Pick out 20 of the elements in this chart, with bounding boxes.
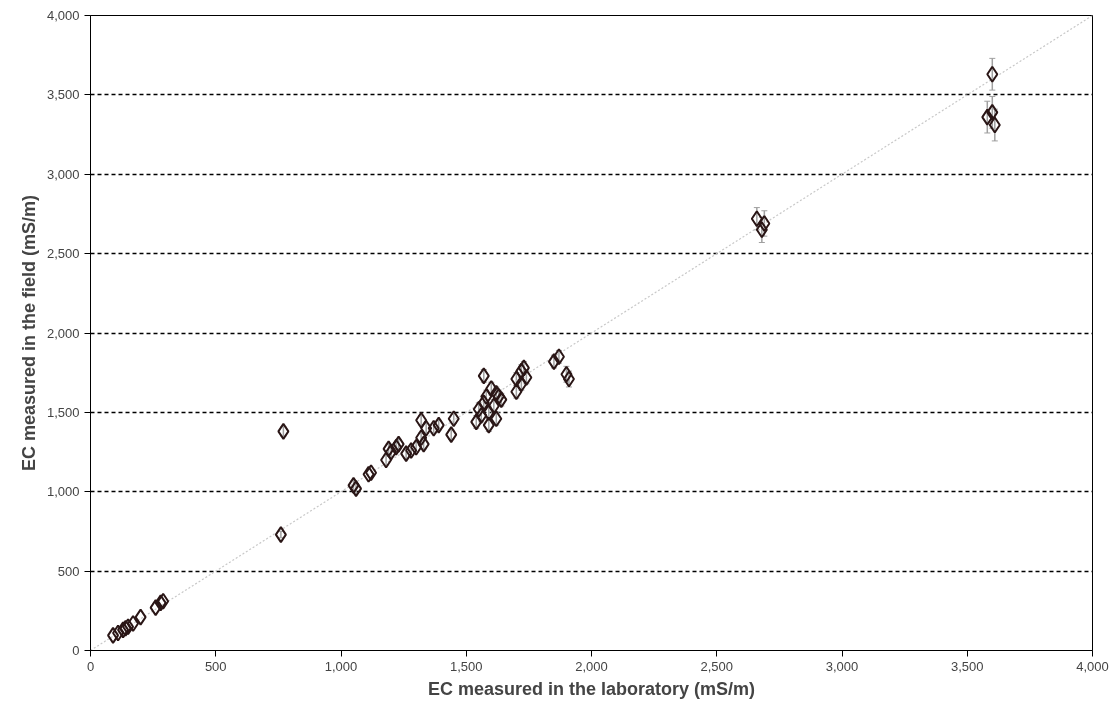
x-tick-label: 0 <box>86 658 95 674</box>
y-tick-label: 0 <box>72 643 80 658</box>
x-tick-label: 1,000 <box>324 658 358 674</box>
y-tick-label: 4,000 <box>46 8 80 23</box>
y-tick-label: 1,000 <box>46 484 80 500</box>
y-tick-label: 1,500 <box>46 404 80 420</box>
x-tick-label: 2,500 <box>700 658 734 674</box>
x-tick-label: 3,500 <box>950 658 984 674</box>
y-tick-label: 500 <box>57 563 80 579</box>
y-tick-label: 2,500 <box>46 246 80 262</box>
y-tick-label: 3,500 <box>46 87 80 103</box>
y-tick-label: 3,000 <box>46 166 80 182</box>
x-tick-label: 2,000 <box>575 658 608 674</box>
y-tick-label: 2,000 <box>46 325 80 341</box>
x-tick-label: 4,000 <box>1076 658 1109 674</box>
x-tick-label: 3,000 <box>825 658 859 674</box>
x-axis-title: EC measured in the laboratory (mS/m) <box>427 678 756 699</box>
x-tick-label: 500 <box>204 658 227 674</box>
y-axis-title: EC measured in the field (mS/m) <box>18 194 39 472</box>
x-tick-label: 1,500 <box>449 658 483 674</box>
